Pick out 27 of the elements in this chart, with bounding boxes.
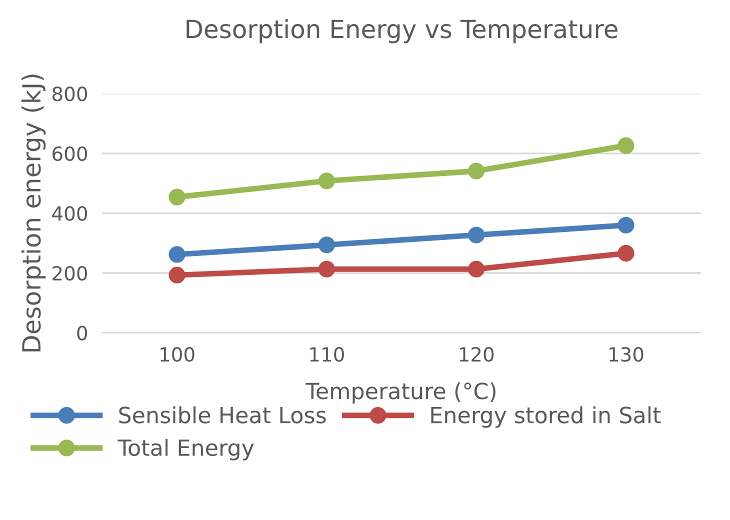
point [318, 172, 336, 190]
point [168, 246, 186, 263]
y-tick-label: 0 [77, 326, 88, 340]
point [618, 244, 634, 262]
y-axis-title: Desorption energy (kJ) [21, 74, 46, 352]
legend-label: Energy stored in Salt [431, 406, 661, 428]
x-tick-label: 110 [310, 347, 344, 362]
legend-label: Total Energy [118, 438, 254, 460]
y-tick-label: 400 [52, 206, 88, 221]
point [168, 188, 186, 206]
point [618, 137, 634, 154]
x-tick-label: 120 [460, 347, 494, 362]
point [618, 216, 634, 234]
point [468, 162, 485, 180]
y-tick-label: 200 [52, 266, 88, 281]
point [468, 226, 485, 244]
x-tick-label: 130 [610, 347, 644, 362]
y-tick-label: 600 [52, 146, 88, 162]
x-tick-label: 100 [160, 347, 194, 362]
legend-label: Sensible Heat Loss [119, 406, 326, 424]
point [468, 260, 485, 278]
point [318, 236, 336, 254]
point [168, 266, 186, 284]
y-tick-label: 800 [52, 86, 88, 102]
point [318, 260, 336, 278]
x-axis-title: Temperature (°C) [306, 382, 496, 404]
chart-title: Desorption Energy vs Temperature [186, 19, 618, 44]
